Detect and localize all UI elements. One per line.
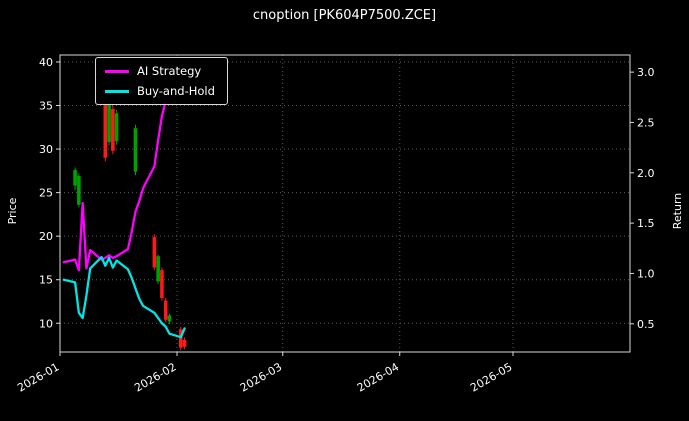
svg-text:2026-03: 2026-03 [238, 360, 284, 394]
svg-text:40: 40 [39, 56, 53, 69]
axis-ticks [56, 61, 634, 356]
legend-item-ai-strategy: AI Strategy [105, 64, 215, 78]
candles-layer [73, 91, 187, 351]
plot-frame [59, 54, 631, 353]
legend-label-ai-strategy: AI Strategy [137, 64, 202, 78]
return-axis-label: Return [671, 192, 684, 229]
ai-strategy-line [62, 93, 171, 272]
svg-text:20: 20 [39, 230, 53, 243]
svg-text:30: 30 [39, 143, 53, 156]
price-axis-label: Price [6, 197, 19, 224]
buy-and-hold-line-swatch [105, 89, 129, 93]
svg-text:1.0: 1.0 [637, 267, 655, 280]
svg-text:3.0: 3.0 [637, 66, 655, 79]
ai-strategy-line-swatch [105, 69, 129, 73]
svg-text:2026-02: 2026-02 [132, 360, 178, 394]
svg-text:35: 35 [39, 100, 53, 113]
legend-label-buy-and-hold: Buy-and-Hold [137, 84, 215, 98]
svg-text:2.0: 2.0 [637, 167, 655, 180]
svg-text:0.5: 0.5 [637, 318, 655, 331]
svg-text:1.5: 1.5 [637, 217, 655, 230]
svg-text:15: 15 [39, 274, 53, 287]
svg-text:2026-05: 2026-05 [468, 360, 514, 394]
axis-tick-labels: 10 15 20 25 30 35 40 0.5 1.0 1.5 2.0 2.5 3.0 2026-01 2… [15, 56, 654, 395]
legend: AI Strategy Buy-and-Hold [95, 57, 228, 105]
legend-item-buy-and-hold: Buy-and-Hold [105, 84, 215, 98]
chart-title: cnoption [PK604P7500.ZCE] [252, 8, 437, 23]
svg-text:25: 25 [39, 187, 53, 200]
svg-text:10: 10 [39, 317, 53, 330]
svg-text:2026-04: 2026-04 [355, 360, 401, 394]
buy-and-hold-line [62, 255, 186, 339]
svg-text:2.5: 2.5 [637, 116, 655, 129]
svg-text:2026-01: 2026-01 [15, 360, 61, 394]
